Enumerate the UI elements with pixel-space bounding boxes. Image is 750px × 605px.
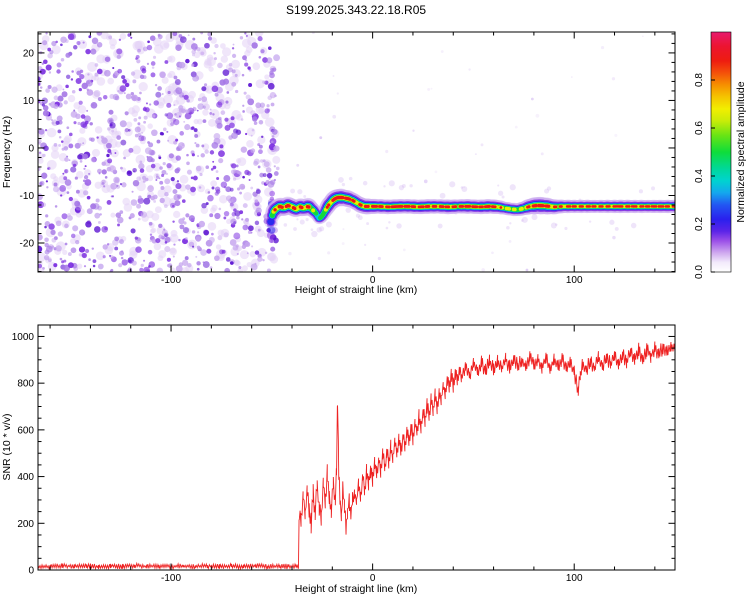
snr-x-axis-label: Height of straight line (km) bbox=[295, 583, 418, 595]
x-tick-label: -100 bbox=[161, 573, 181, 584]
snr-panel bbox=[38, 341, 675, 570]
x-tick-label: 0 bbox=[370, 275, 376, 286]
x-tick-label: 0 bbox=[370, 573, 376, 584]
colorbar-tick-label: 0.0 bbox=[694, 265, 705, 279]
y-tick-label: 600 bbox=[17, 425, 34, 436]
y-tick-label: 400 bbox=[17, 472, 34, 483]
spectrogram-y-axis-label: Frequency (Hz) bbox=[1, 116, 13, 188]
y-tick-label: 0 bbox=[28, 143, 34, 154]
snr-line bbox=[38, 341, 675, 570]
colorbar-label: Normalized spectral amplitude bbox=[735, 81, 747, 222]
y-tick-label: 20 bbox=[23, 48, 35, 59]
x-tick-label: 100 bbox=[566, 573, 583, 584]
axis-frame bbox=[37, 31, 676, 273]
figure-title: S199.2025.343.22.18.R05 bbox=[286, 3, 426, 17]
spectrogram-x-axis-label: Height of straight line (km) bbox=[295, 284, 418, 296]
colorbar-tick-label: 0.2 bbox=[694, 217, 705, 231]
y-tick-label: 0 bbox=[28, 566, 34, 577]
y-tick-label: 200 bbox=[17, 519, 34, 530]
spectral-ridge bbox=[264, 176, 675, 243]
colorbar-tick-label: 0.4 bbox=[694, 169, 705, 183]
spectrogram-panel bbox=[38, 32, 675, 272]
colorbar-gradient bbox=[710, 31, 732, 273]
y-tick-label: 1000 bbox=[12, 332, 35, 343]
snr-y-axis-label: SNR (10 * v/v) bbox=[1, 413, 13, 480]
y-tick-label: 10 bbox=[23, 96, 35, 107]
axis-frame bbox=[37, 324, 676, 571]
x-tick-label: -100 bbox=[161, 275, 181, 286]
y-tick-label: -20 bbox=[20, 239, 35, 250]
colorbar-tick-label: 0.8 bbox=[694, 73, 705, 87]
y-tick-label: -10 bbox=[20, 191, 35, 202]
noise-field bbox=[38, 32, 644, 272]
snr-curve bbox=[38, 341, 675, 570]
colorbar-tick-label: 0.6 bbox=[694, 121, 705, 135]
x-tick-label: 100 bbox=[566, 275, 583, 286]
colorbar: 0.0 0.2 0.4 0.6 0.8 bbox=[694, 31, 732, 279]
y-tick-label: 800 bbox=[17, 379, 34, 390]
